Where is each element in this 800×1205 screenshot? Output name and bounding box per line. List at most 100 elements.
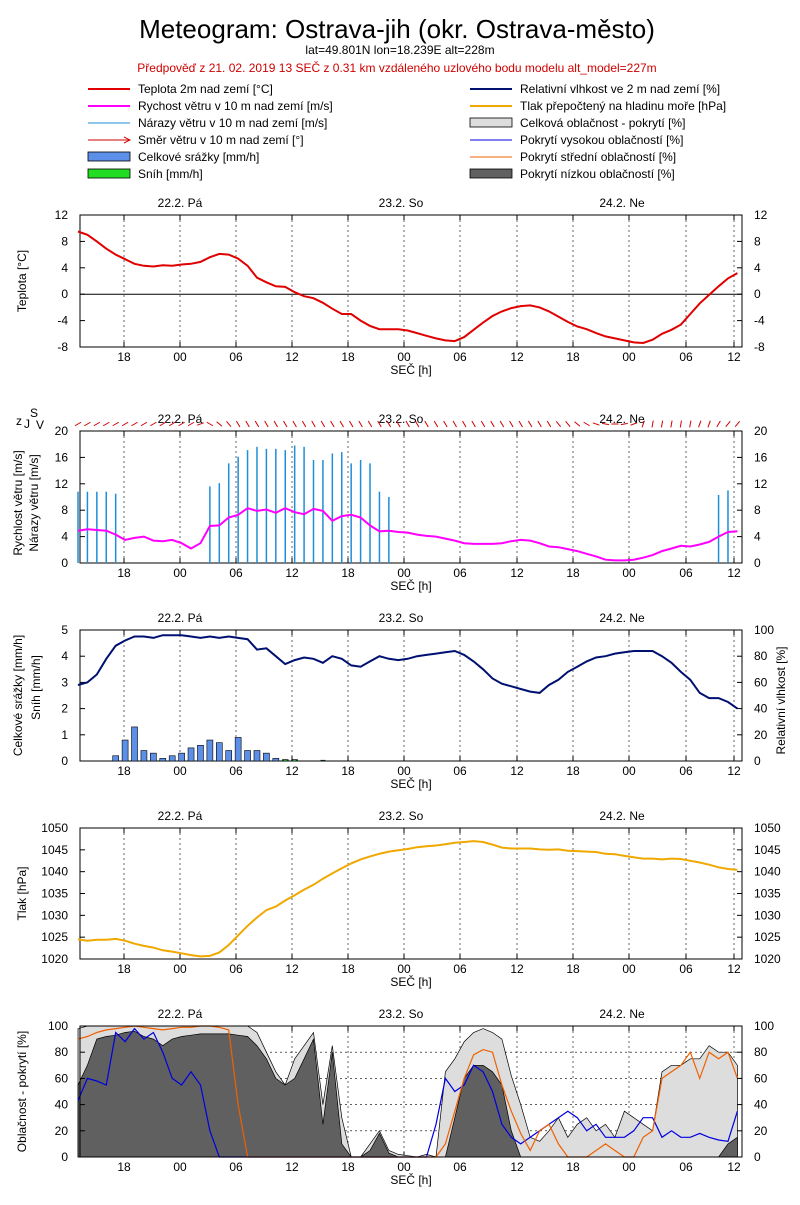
y-tick-label-right: 20 [754, 424, 768, 438]
legend-label: Nárazy větru v 10 m nad zemí [m/s] [138, 116, 327, 130]
y-tick-label: 5 [61, 623, 68, 637]
legend-symbol [87, 151, 131, 162]
y-axis-label: Rychlost větru [m/s] [11, 450, 25, 555]
y-tick-label-right: 4 [754, 530, 761, 544]
y-tick-label: 4 [61, 261, 68, 275]
wind-direction-arrow [102, 421, 110, 427]
day-label: 24.2. Ne [599, 1007, 645, 1021]
y-tick-label-right: 4 [754, 261, 761, 275]
y-axis-label-2: Sníh [mm/h] [29, 655, 43, 720]
x-tick-label: 00 [397, 1160, 411, 1174]
day-label: 24.2. Ne [599, 611, 645, 625]
y-tick-label: -8 [57, 340, 68, 354]
x-tick-label: 18 [117, 566, 131, 580]
x-tick-label: 06 [453, 962, 467, 976]
wind-direction-arrow [264, 420, 269, 428]
wind-direction-arrow [84, 421, 91, 427]
wind-direction-arrow [660, 420, 664, 428]
y-tick-label-right: 16 [754, 450, 768, 464]
y-tick-label-right: 80 [754, 649, 768, 663]
wind-direction-arrow [226, 420, 232, 428]
x-tick-label: 12 [285, 1160, 299, 1174]
wind-direction-arrow [734, 420, 741, 428]
y-tick-label: -4 [57, 314, 68, 328]
x-tick-label: 06 [453, 1160, 467, 1174]
x-tick-label: 06 [229, 764, 243, 778]
panel-4: 22.2. Pá 23.2. So 24.2. Ne 18 00 06 12 18 00 06 12… [15, 809, 781, 989]
legend-label: Celkové srážky [mm/h] [138, 150, 259, 164]
day-label: 22.2. Pá [158, 412, 203, 426]
wind-direction-arrow [339, 420, 344, 428]
x-tick-label: 06 [229, 566, 243, 580]
x-tick-label: 00 [397, 350, 411, 364]
location-coords: lat=49.801N lon=18.239E alt=228m [305, 43, 494, 57]
temperature-line [77, 230, 738, 345]
chart-title: Meteogram: Ostrava-jih (okr. Ostrava-měs… [139, 14, 655, 44]
precip-bar [197, 744, 204, 762]
x-tick-label: 12 [285, 350, 299, 364]
wind-direction-arrow [254, 420, 260, 428]
precip-bar [131, 726, 138, 762]
x-axis-label: SEČ [h] [390, 578, 431, 593]
legend-label: Rychost větru v 10 m nad zemí [m/s] [138, 99, 333, 113]
legend-symbol [87, 168, 131, 179]
y-tick-label-right: 8 [754, 234, 761, 248]
y-tick-label: 16 [55, 450, 69, 464]
x-tick-label: 06 [679, 350, 693, 364]
y-tick-label-right: 1020 [754, 952, 781, 966]
y-tick-label: 60 [55, 1071, 69, 1085]
y-tick-label-right: 0 [754, 287, 761, 301]
x-tick-label: 00 [622, 566, 636, 580]
wind-direction-arrow [565, 420, 571, 428]
snow-bar [292, 759, 297, 762]
y-tick-label-right: 1040 [754, 865, 781, 879]
day-label: 24.2. Ne [599, 809, 645, 823]
x-tick-label: 12 [727, 1160, 741, 1174]
x-tick-label: 18 [566, 350, 580, 364]
precip-bar [244, 750, 251, 762]
snow-bar [320, 759, 326, 762]
x-tick-label: 00 [397, 962, 411, 976]
y-tick-label-right: 12 [754, 477, 768, 491]
wind-direction-arrow [509, 420, 514, 428]
precip-bar [178, 752, 185, 762]
y-tick-label: 12 [55, 477, 69, 491]
x-tick-label: 18 [341, 1160, 355, 1174]
x-tick-label: 00 [622, 350, 636, 364]
wind-direction-arrow [698, 420, 702, 428]
humidity-line [77, 634, 738, 710]
legend-label: Teplota 2m nad zemí [°C] [138, 82, 273, 96]
x-tick-label: 00 [397, 764, 411, 778]
y-tick-label-right: 100 [754, 623, 774, 637]
wind-direction-arrow [187, 421, 195, 427]
x-tick-label: 18 [117, 962, 131, 976]
y-tick-label: 2 [61, 702, 68, 716]
y-axis-label-right: Relativní vlhkost [%] [774, 646, 788, 754]
legend-symbol [469, 168, 513, 179]
y-tick-label-right: 1030 [754, 908, 781, 922]
x-tick-label: 06 [679, 566, 693, 580]
y-tick-label-right: 40 [754, 702, 768, 716]
x-tick-label: 18 [566, 962, 580, 976]
wind-direction-arrow [574, 421, 581, 427]
day-label: 23.2. So [379, 1007, 424, 1021]
day-label: 23.2. So [379, 809, 424, 823]
wind-direction-arrow [707, 420, 711, 428]
plot-frame [79, 629, 743, 762]
wind-direction-arrow [140, 421, 148, 427]
x-tick-label: 12 [727, 566, 741, 580]
x-tick-label: 06 [453, 764, 467, 778]
legend-label: Tlak přepočtený na hladinu moře [hPa] [520, 99, 726, 113]
x-tick-label: 06 [453, 350, 467, 364]
x-tick-label: 18 [117, 1160, 131, 1174]
wind-direction-arrow [546, 420, 552, 428]
day-label: 23.2. So [379, 611, 424, 625]
y-tick-label: 8 [61, 503, 68, 517]
wind-direction-arrow [670, 420, 673, 428]
wind-direction-arrow [283, 420, 288, 428]
wind-direction-arrow [197, 422, 204, 426]
x-tick-label: 00 [622, 962, 636, 976]
x-tick-label: 12 [727, 350, 741, 364]
